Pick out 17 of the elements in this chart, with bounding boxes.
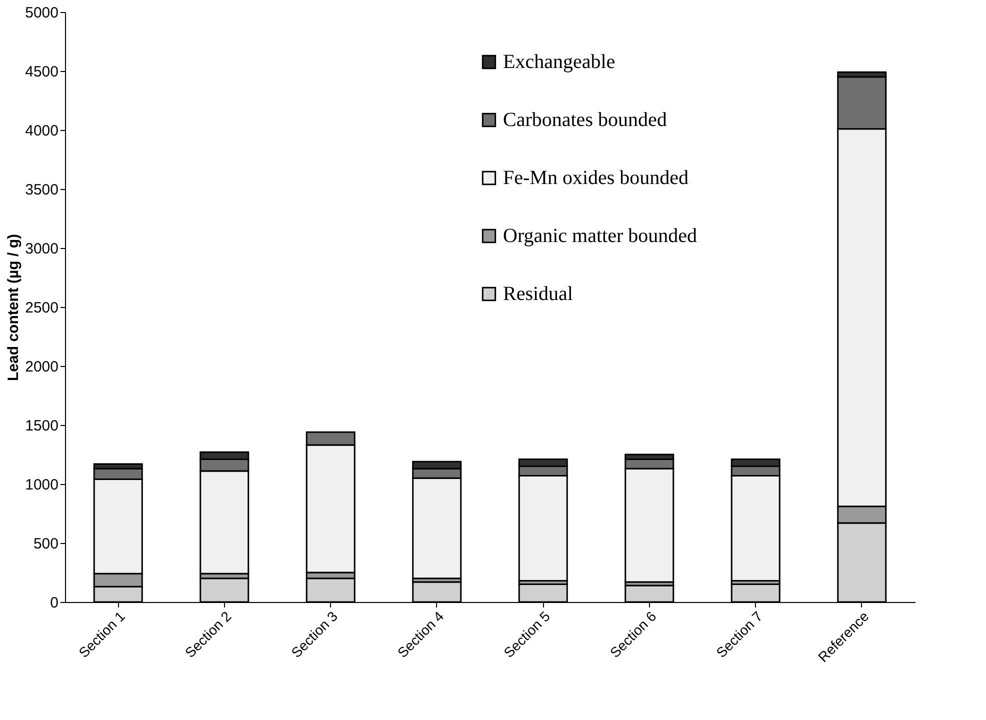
y-tick-label: 4000 — [25, 122, 58, 140]
y-tick-label: 0 — [50, 594, 58, 612]
legend-label: Fe-Mn oxides bounded — [503, 167, 689, 189]
y-tick-label: 4500 — [25, 64, 58, 80]
y-tick-label: 5000 — [25, 4, 58, 22]
y-tick-label: 2000 — [25, 358, 58, 376]
y-tick-label: 1500 — [25, 418, 58, 434]
legend-label: Carbonates bounded — [503, 109, 667, 131]
y-tick-label: 1000 — [25, 476, 58, 494]
legend-label: Organic matter bounded — [503, 225, 698, 247]
y-tick-label: 2500 — [25, 300, 58, 316]
y-axis-title: Lead content (µg / g) — [5, 234, 22, 381]
y-tick-label: 3500 — [25, 182, 58, 198]
y-tick-label: 3000 — [25, 240, 58, 258]
legend-label: Residual — [503, 283, 574, 305]
y-tick-label: 500 — [33, 536, 58, 552]
legend-label: Exchangeable — [503, 51, 616, 73]
